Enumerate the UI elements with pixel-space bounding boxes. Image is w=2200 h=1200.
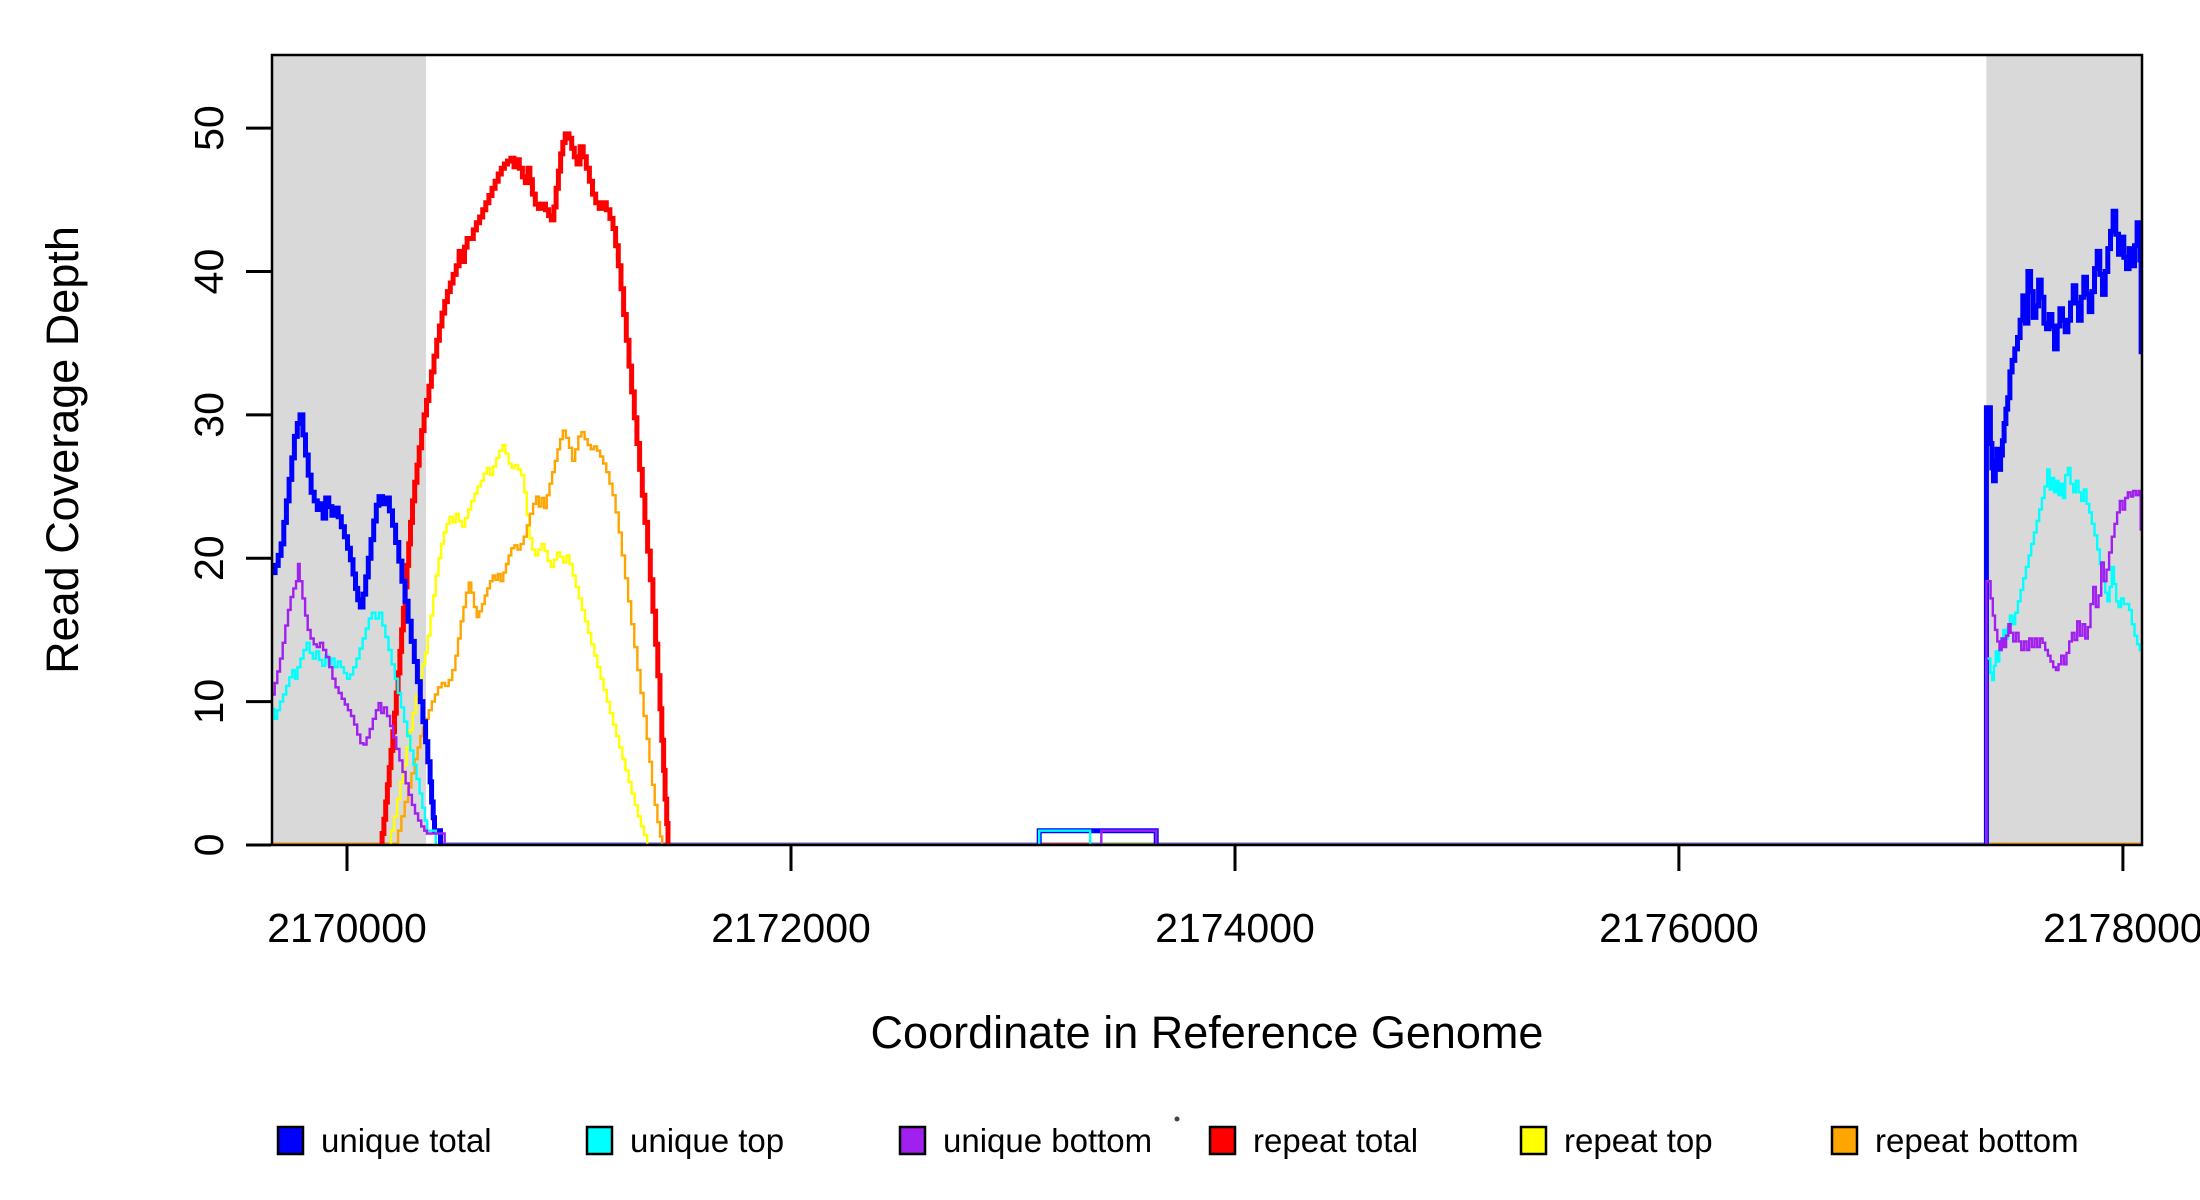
unique-flank-right-shading (1986, 55, 2142, 845)
y-tick-label: 20 (186, 535, 232, 581)
x-tick-label: 2172000 (711, 905, 871, 951)
x-tick-label: 2170000 (267, 905, 427, 951)
y-axis: 0 10 20 30 40 50 (186, 105, 271, 856)
x-tick-label: 2178000 (2043, 905, 2200, 951)
series-unique-bottom-middle- (1100, 829, 1158, 845)
legend-label: unique bottom (943, 1122, 1152, 1159)
legend-swatch-repeat-total (1208, 1125, 1237, 1156)
y-tick-label: 50 (186, 105, 232, 151)
y-axis-title: Read Coverage Depth (37, 226, 88, 674)
legend-swatch-unique-bottom (898, 1125, 927, 1156)
y-tick-label: 10 (186, 679, 232, 725)
legend-item-repeat-total: repeat total (1208, 1122, 1418, 1159)
legend-item-repeat-bottom: repeat bottom (1830, 1122, 2079, 1159)
series-unique-top-middle- (1038, 829, 1092, 845)
series-unique-top-left-flank- (272, 611, 437, 845)
legend-item-unique-top: unique top (585, 1122, 784, 1159)
x-axis: 2170000 2172000 2174000 2176000 2178000 (267, 846, 2200, 951)
series-unique-total-right-flank- (1983, 208, 2142, 845)
y-tick-label: 0 (186, 834, 232, 857)
legend-label: repeat bottom (1875, 1122, 2079, 1159)
legend-swatch-repeat-bottom (1830, 1125, 1859, 1156)
series-repeat-top (388, 443, 649, 845)
legend-swatch-repeat-top (1519, 1125, 1548, 1156)
shaded-regions (272, 55, 2142, 845)
legend-swatch-unique-top (585, 1125, 614, 1156)
x-axis-title: Coordinate in Reference Genome (871, 1007, 1544, 1058)
legend: unique total unique top unique bottom repea… (276, 1122, 2079, 1159)
plot-border (270, 53, 2144, 847)
series-unique-bottom-left-flank- (272, 562, 446, 845)
series-unique-top-right-flank- (1985, 466, 2142, 845)
series-unique-total-left-flank- (272, 412, 443, 845)
unique-flank-left-shading (272, 55, 427, 845)
series-repeat-total (379, 131, 671, 845)
legend-label: repeat total (1253, 1122, 1418, 1159)
series-unique-bottom-right-flank- (1985, 489, 2142, 845)
legend-label: repeat top (1564, 1122, 1713, 1159)
y-tick-label: 40 (186, 249, 232, 295)
speck-artifact (1174, 1116, 1180, 1122)
coverage-series (272, 131, 2142, 845)
x-tick-label: 2176000 (1599, 905, 1759, 951)
legend-label: unique total (321, 1122, 492, 1159)
legend-item-unique-bottom: unique bottom (898, 1122, 1152, 1159)
legend-item-repeat-top: repeat top (1519, 1122, 1713, 1159)
legend-swatch-unique-total (276, 1125, 305, 1156)
x-tick-label: 2174000 (1155, 905, 1315, 951)
legend-item-unique-total: unique total (276, 1122, 492, 1159)
y-tick-label: 30 (186, 392, 232, 438)
series-repeat-bottom (394, 429, 664, 845)
legend-label: unique top (630, 1122, 784, 1159)
